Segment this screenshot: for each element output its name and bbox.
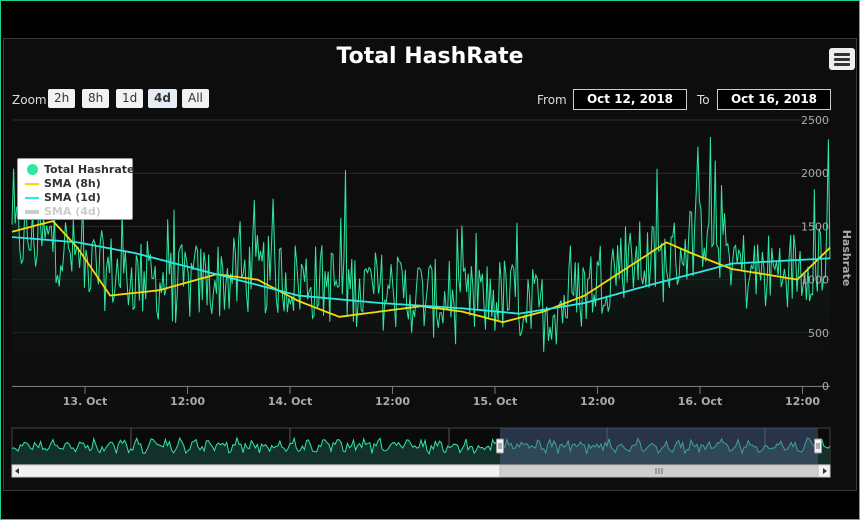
- from-date-input[interactable]: Oct 12, 2018: [573, 89, 687, 110]
- x-tick-label: 12:00: [170, 395, 205, 408]
- legend-line-icon: [25, 183, 39, 185]
- x-tick-label: 13. Oct: [63, 395, 107, 408]
- zoom-all-button[interactable]: All: [182, 89, 209, 108]
- y-tick-label: 500: [808, 327, 829, 340]
- hamburger-icon-bar: [834, 53, 850, 56]
- legend-item-sma-8h[interactable]: SMA (8h): [22, 177, 132, 191]
- legend-line-icon: [25, 210, 39, 214]
- x-tick-label: 12:00: [375, 395, 410, 408]
- y-axis: 0 500 1000 1500 2000 2500: [801, 114, 829, 393]
- navigator-handle: [496, 438, 504, 454]
- y-tick-label: 1500: [801, 220, 829, 233]
- y-tick-label: 2000: [801, 167, 829, 180]
- legend-item-sma-1d[interactable]: SMA (1d): [22, 191, 132, 205]
- from-label: From: [537, 93, 567, 107]
- chart-title: Total HashRate: [336, 44, 524, 69]
- hamburger-icon-bar: [834, 63, 850, 66]
- legend-label: SMA (1d): [44, 191, 101, 204]
- y-tick-label: 0: [822, 380, 829, 393]
- zoom-8h-button[interactable]: 8h: [82, 89, 110, 108]
- zoom-label: Zoom: [12, 93, 47, 107]
- x-tick-label: 12:00: [785, 395, 820, 408]
- chart-legend: Total Hashrate SMA (8h) SMA (1d) SMA (4d…: [17, 158, 135, 220]
- y-tick-label: 1000: [801, 274, 829, 287]
- legend-label: Total Hashrate: [44, 163, 135, 176]
- zoom-2h-button[interactable]: 2h: [48, 89, 76, 108]
- navigator-selection: [500, 428, 818, 464]
- legend-item-sma-4d[interactable]: SMA (4d): [22, 205, 132, 219]
- to-label: To: [697, 93, 710, 107]
- context-menu-button[interactable]: [829, 48, 855, 70]
- x-tick-label: 12:00: [580, 395, 615, 408]
- legend-item-total-hashrate[interactable]: Total Hashrate: [22, 163, 135, 177]
- zoom-4d-button[interactable]: 4d: [148, 89, 177, 108]
- y-tick-label: 2500: [801, 114, 829, 127]
- navigator-handle: [814, 438, 822, 454]
- scroll-right-arrow-icon: [823, 468, 827, 474]
- zoom-1d-button[interactable]: 1d: [116, 89, 144, 108]
- x-axis: 13. Oct 12:00 14. Oct 12:00 15. Oct 12:00 16. …: [63, 386, 820, 408]
- main-plot: [11, 136, 831, 386]
- legend-line-icon: [25, 197, 39, 199]
- scroll-left-arrow-icon: [15, 468, 19, 474]
- hamburger-icon-bar: [834, 58, 850, 61]
- x-tick-label: 16. Oct: [678, 395, 722, 408]
- total-hashrate-line: [11, 136, 831, 352]
- y-axis-label: Hashrate: [840, 230, 853, 287]
- legend-dot-icon: [27, 164, 38, 175]
- legend-label: SMA (4d): [44, 205, 101, 218]
- legend-label: SMA (8h): [44, 177, 101, 190]
- x-tick-label: 15. Oct: [473, 395, 517, 408]
- total-hashrate-area: [12, 137, 830, 386]
- sma-1d-line: [11, 236, 831, 315]
- x-tick-label: 14. Oct: [268, 395, 312, 408]
- to-date-input[interactable]: Oct 16, 2018: [717, 89, 831, 110]
